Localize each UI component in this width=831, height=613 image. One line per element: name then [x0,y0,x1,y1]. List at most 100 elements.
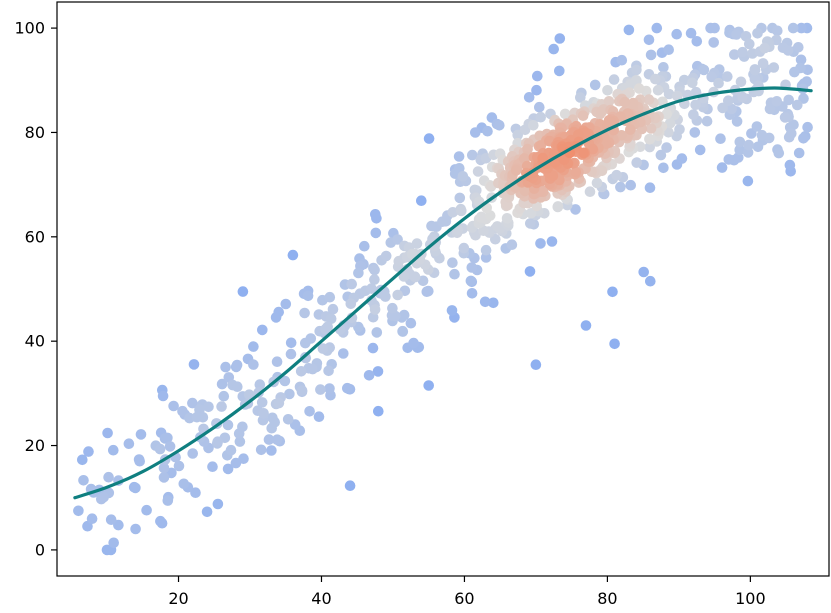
scatter-point [525,218,536,229]
scatter-point [706,71,717,83]
scatter-point [101,544,113,556]
scatter-point [299,307,310,319]
scatter-point [643,94,655,105]
scatter-point [248,341,259,352]
y-tick-label: 60 [25,227,45,246]
scatter-point [623,24,635,36]
scatter-point [729,49,740,60]
scatter-point [201,506,213,518]
scatter-point [207,461,218,473]
scatter-point [658,62,669,73]
scatter-point [752,28,763,39]
scatter-point [611,169,622,181]
x-axis: 20 40 60 80 100 [168,576,766,608]
scatter-point [411,238,423,249]
scatter-point [212,436,223,448]
scatter-point [716,162,728,173]
scatter-point [338,348,349,359]
scatter-point [608,74,620,85]
scatter-point [133,454,145,465]
scatter-point [238,453,249,465]
trend-line [73,86,813,500]
scatter-point [263,434,275,445]
scatter-point [757,58,769,69]
scatter-point [254,379,266,390]
scatter-point [466,288,478,299]
scatter-point [359,240,370,252]
scatter-point [786,128,797,139]
scatter-point [320,323,331,335]
y-axis: 0 20 40 60 80 100 [14,19,57,559]
scatter-point [108,444,119,456]
scatter-point [771,96,783,107]
scatter-point [655,149,667,161]
x-tick-label: 100 [735,589,766,608]
scatter-point [532,70,543,82]
scatter-point [327,303,339,315]
scatter-point [313,411,325,423]
y-tick-label: 40 [25,332,45,351]
scatter-point [715,133,726,144]
scatter-point [554,65,565,77]
scatter-point [453,151,465,162]
scatter-point [480,252,492,263]
scatter-point [225,444,237,456]
x-tick-label: 60 [454,589,474,608]
scatter-point [578,147,589,159]
scatter-point [164,441,176,452]
scatter-point [423,285,434,297]
scatter-point [519,185,531,197]
y-tick-label: 20 [25,436,45,455]
scatter-point [584,186,596,197]
scatter-point [691,36,703,47]
scatter-point [737,91,748,103]
scatter-point [191,411,203,423]
scatter-point [690,99,701,111]
scatter-point [708,37,719,48]
scatter-point [296,385,308,396]
scatter-point [467,149,478,161]
scatter-point [694,144,706,156]
scatter-point [417,275,429,287]
scatter-point [108,537,119,549]
scatter-point [591,177,603,189]
scatter-point [633,83,645,94]
scatter-point [458,242,470,254]
scatter-point [793,42,804,53]
scatter-point [480,244,492,256]
scatter-point [501,213,513,224]
scatter-point [792,99,803,111]
scatter-point [625,179,636,191]
scatter-point [689,127,701,138]
scatter-point [784,159,796,171]
scatter-point [344,480,356,492]
scatter-point [645,123,657,134]
scatter-point [616,54,628,66]
scatter-point [631,157,642,168]
scatter-point [130,482,141,494]
scatter-point [232,381,243,393]
scatter-point [525,208,537,219]
scatter-point [366,283,377,294]
scatter-point [650,73,661,85]
scatter-point [231,359,243,371]
scatter-point [168,400,179,412]
scatter-point [456,205,467,217]
scatter-point [285,337,297,349]
scatter-point [218,390,230,402]
scatter-point [158,472,170,483]
scatter-point [285,348,297,360]
scatter-point [141,504,152,516]
scatter-point [627,97,639,109]
scatter-point [284,388,295,400]
scatter-point [212,498,224,510]
scatter-point [737,46,748,58]
scatter-point [783,94,794,106]
scatter-point [266,445,277,456]
scatter-point [548,43,559,55]
scatter-point [454,163,465,174]
scatter-point [398,309,410,321]
scatter-point [580,320,592,331]
